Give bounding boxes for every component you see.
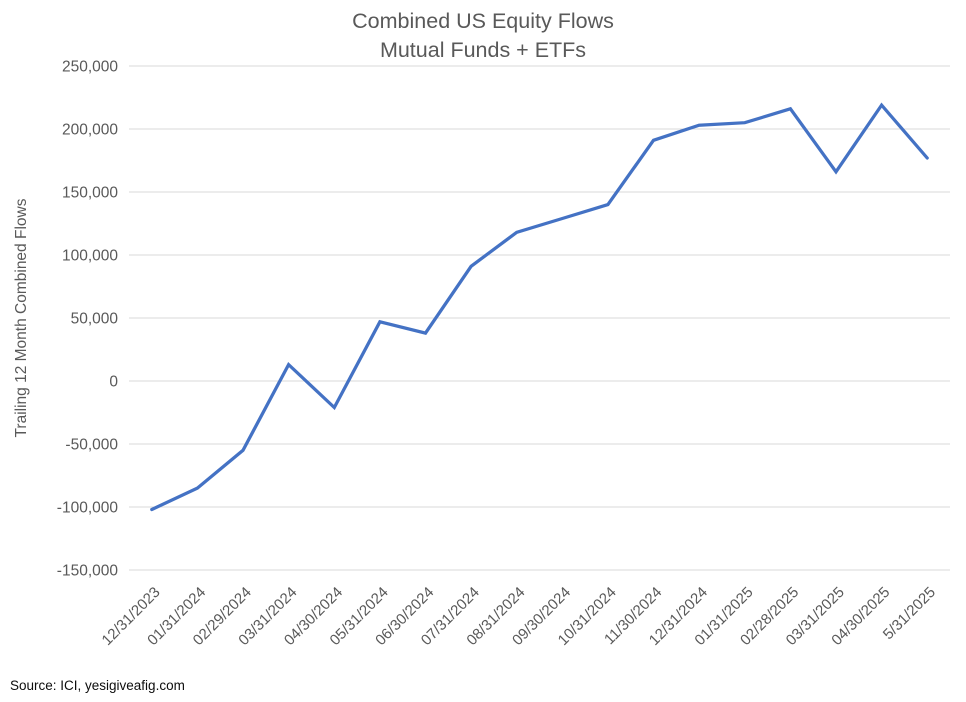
y-axis-tick-label: -50,000 xyxy=(65,437,118,454)
y-axis-tick-label: 200,000 xyxy=(62,122,118,139)
y-axis-tick-label: -100,000 xyxy=(57,500,119,517)
flows-line-series xyxy=(150,102,929,512)
source-note: Source: ICI, yesigiveafig.com xyxy=(10,678,185,693)
y-axis-tick-label: 250,000 xyxy=(62,59,118,76)
y-axis-tick-label: -150,000 xyxy=(57,563,119,580)
chart-title: Combined US Equity Flows Mutual Funds + … xyxy=(0,7,966,65)
y-axis-tick-label: 50,000 xyxy=(71,311,119,328)
y-axis-tick-label: 0 xyxy=(109,374,118,391)
y-axis-tick-label: 100,000 xyxy=(62,248,118,265)
y-axis-tick-label: 150,000 xyxy=(62,185,118,202)
chart-title-line1: Combined US Equity Flows xyxy=(352,9,614,33)
chart-title-line2: Mutual Funds + ETFs xyxy=(379,38,587,62)
